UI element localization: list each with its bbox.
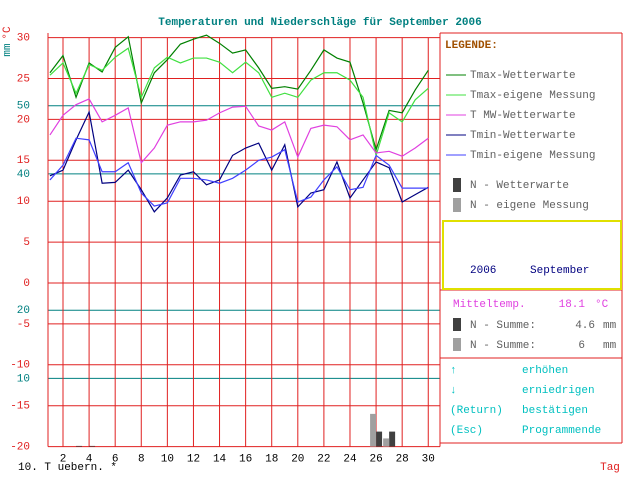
bar xyxy=(383,438,390,447)
x-tick-label: 4 xyxy=(86,454,93,466)
y2-tick-label: 10 xyxy=(17,373,30,385)
bar xyxy=(76,445,83,447)
x-tick-label: 8 xyxy=(138,454,145,466)
x-tick-label: 12 xyxy=(187,454,200,466)
x-tick-label: 18 xyxy=(265,454,278,466)
sum-unit: mm xyxy=(603,340,617,352)
line-series xyxy=(49,34,429,152)
y2-axis-label: mm xyxy=(2,43,14,57)
x-tick-label: 20 xyxy=(291,454,304,466)
sum-value: 6 xyxy=(578,340,585,352)
y-tick-label: 15 xyxy=(17,155,30,167)
sum-swatch xyxy=(453,318,461,331)
x-tick-label: 28 xyxy=(396,454,409,466)
y-tick-label: 0 xyxy=(23,278,30,290)
y-tick-label: 10 xyxy=(17,196,30,208)
legend-swatch xyxy=(453,198,461,212)
y-tick-label: 30 xyxy=(17,33,30,45)
year: 2006 xyxy=(470,265,496,277)
key-action: bestätigen xyxy=(522,405,588,417)
sum-swatch xyxy=(453,338,461,351)
line-series xyxy=(49,98,429,165)
y-tick-label: 5 xyxy=(23,237,30,249)
bar xyxy=(389,431,396,447)
key-action: Programmende xyxy=(522,425,601,437)
y2-tick-label: 40 xyxy=(17,169,30,181)
x-tick-label: 10 xyxy=(161,454,174,466)
legend-label: Tmin-eigene Messung xyxy=(470,150,595,162)
x-tick-label: 30 xyxy=(422,454,435,466)
y-tick-label: 20 xyxy=(17,114,30,126)
mean-label: Mitteltemp. xyxy=(453,299,526,311)
x-tick-label: 2 xyxy=(60,454,67,466)
x-tick-label: 14 xyxy=(213,454,227,466)
y-tick-label: -5 xyxy=(17,319,30,331)
key-name: ↑ xyxy=(450,365,457,377)
line-series xyxy=(49,47,429,158)
x-tick-label: 24 xyxy=(343,454,357,466)
status-line: 10. T uebern. * xyxy=(18,462,117,474)
mean-value: 18.1 xyxy=(559,299,586,311)
y-tick-label: 25 xyxy=(17,73,30,85)
key-action: erhöhen xyxy=(522,365,568,377)
bar xyxy=(370,413,377,447)
legend-label: N - Wetterwarte xyxy=(470,180,569,192)
sum-label: N - Summe: xyxy=(470,320,536,332)
y-axis-label: °C xyxy=(2,26,14,40)
legend-label: Tmax-Wetterwarte xyxy=(470,70,576,82)
bar xyxy=(376,431,383,447)
sum-label: N - Summe: xyxy=(470,340,536,352)
legend-label: T MW-Wetterwarte xyxy=(470,110,576,122)
x-tick-label: 22 xyxy=(317,454,330,466)
bar xyxy=(89,445,96,447)
date-box xyxy=(442,220,622,290)
legend-label: Tmax-eigene Messung xyxy=(470,90,595,102)
y-tick-label: -10 xyxy=(10,360,30,372)
line-series xyxy=(49,110,429,213)
y-tick-label: -20 xyxy=(10,442,30,454)
line-series xyxy=(49,137,429,207)
key-name: (Return) xyxy=(450,405,503,417)
y-tick-label: -15 xyxy=(10,401,30,413)
x-axis-label: Tag xyxy=(600,462,620,474)
y2-tick-label: 20 xyxy=(17,305,30,317)
chart-title: Temperaturen und Niederschläge für Septe… xyxy=(158,17,481,29)
y2-tick-label: 50 xyxy=(17,101,30,113)
x-tick-label: 16 xyxy=(239,454,252,466)
legend-swatch xyxy=(453,178,461,192)
month: September xyxy=(530,265,589,277)
x-tick-label: 26 xyxy=(369,454,382,466)
key-name: ↓ xyxy=(450,385,457,397)
x-tick-label: 6 xyxy=(112,454,119,466)
legend-label: N - eigene Messung xyxy=(470,200,589,212)
sum-unit: mm xyxy=(603,320,617,332)
key-action: erniedrigen xyxy=(522,385,595,397)
legend-label: Tmin-Wetterwarte xyxy=(470,130,576,142)
key-name: (Esc) xyxy=(450,425,483,437)
mean-unit: °C xyxy=(595,299,609,311)
sum-value: 4.6 xyxy=(575,320,595,332)
legend-title: LEGENDE: xyxy=(445,40,498,52)
